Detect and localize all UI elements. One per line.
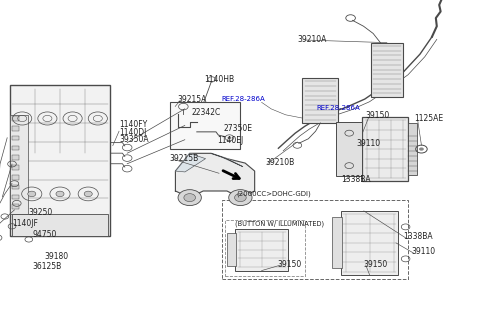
Text: 1140JF: 1140JF — [12, 219, 38, 228]
Text: REF.28-286A: REF.28-286A — [222, 96, 265, 102]
Circle shape — [56, 191, 64, 197]
Bar — [12, 185, 19, 189]
Bar — [332, 217, 342, 268]
Bar — [371, 43, 403, 97]
Text: 39150: 39150 — [364, 259, 388, 269]
Circle shape — [178, 190, 202, 206]
Text: (BUTTON W/ ILLUMINATED): (BUTTON W/ ILLUMINATED) — [235, 220, 324, 227]
Circle shape — [235, 194, 246, 202]
Circle shape — [229, 190, 252, 206]
Text: 1140DJ: 1140DJ — [119, 128, 146, 137]
Bar — [12, 155, 19, 160]
Text: 39215B: 39215B — [169, 154, 198, 163]
Text: 39215A: 39215A — [178, 94, 207, 104]
Circle shape — [28, 191, 36, 197]
Bar — [10, 115, 28, 214]
Circle shape — [419, 148, 424, 151]
Text: (2000CC>DOHC-GDI): (2000CC>DOHC-GDI) — [236, 191, 311, 197]
Bar — [12, 146, 19, 150]
Bar — [12, 175, 19, 179]
Bar — [235, 229, 288, 271]
Text: 39210A: 39210A — [298, 35, 327, 44]
Circle shape — [184, 194, 195, 202]
Bar — [341, 211, 398, 275]
Text: 39150: 39150 — [366, 111, 390, 120]
Text: 39180: 39180 — [44, 252, 68, 261]
Bar — [408, 123, 417, 174]
Text: 1140EJ: 1140EJ — [217, 136, 243, 145]
Text: 27350E: 27350E — [223, 124, 252, 133]
Bar — [12, 195, 19, 199]
Bar — [225, 220, 305, 276]
Bar — [12, 126, 19, 131]
Bar — [12, 116, 19, 121]
Bar — [336, 122, 362, 176]
Bar — [12, 214, 108, 236]
Polygon shape — [211, 154, 243, 167]
Text: 39110: 39110 — [356, 139, 380, 148]
Bar — [12, 165, 19, 170]
Bar — [12, 136, 19, 140]
Circle shape — [228, 136, 231, 139]
Text: 22342C: 22342C — [191, 108, 220, 117]
Bar — [170, 102, 240, 149]
Circle shape — [84, 191, 92, 197]
Bar — [10, 85, 110, 236]
Bar — [222, 200, 408, 279]
Bar — [227, 233, 236, 266]
Text: 36125B: 36125B — [33, 262, 62, 271]
Polygon shape — [176, 154, 254, 197]
Bar — [12, 204, 19, 209]
Text: 39350A: 39350A — [119, 135, 149, 144]
Text: 94750: 94750 — [33, 230, 57, 239]
Text: 39250: 39250 — [29, 208, 53, 217]
Text: 1125AE: 1125AE — [414, 114, 443, 123]
Text: 39150: 39150 — [277, 259, 302, 269]
Text: REF.28-286A: REF.28-286A — [317, 105, 360, 111]
Text: 39110: 39110 — [412, 247, 436, 256]
Bar — [362, 117, 408, 181]
Text: 39210B: 39210B — [265, 158, 294, 167]
Text: 1338BA: 1338BA — [403, 232, 433, 241]
Text: 1140HB: 1140HB — [204, 75, 234, 84]
Polygon shape — [176, 154, 205, 172]
Text: 1140FY: 1140FY — [119, 120, 147, 129]
Text: 1338BA: 1338BA — [341, 175, 371, 184]
Bar — [302, 78, 338, 123]
